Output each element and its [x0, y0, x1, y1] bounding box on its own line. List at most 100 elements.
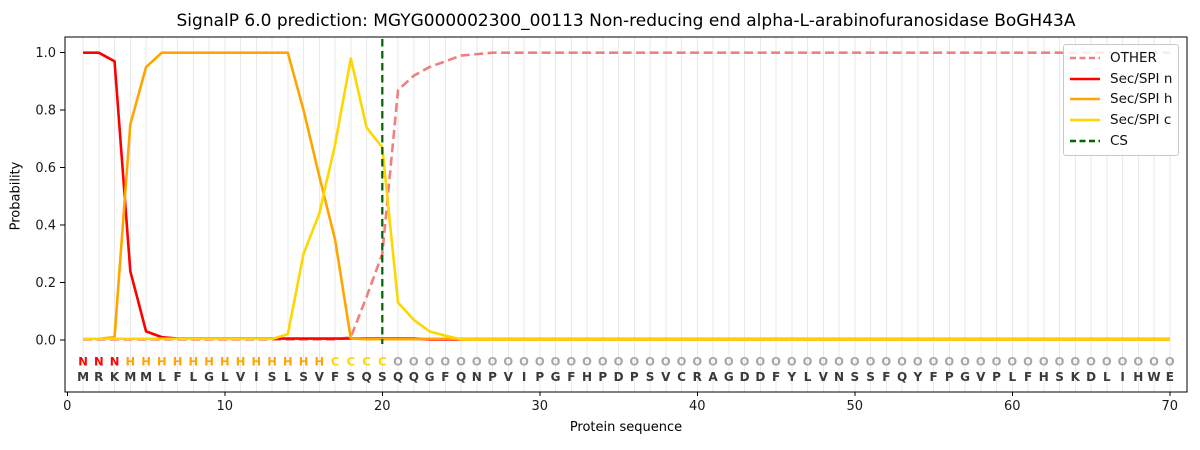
series-line-sec-spi-h [83, 51, 1170, 341]
sequence-letter: V [504, 370, 514, 384]
y-tick-label: 0.8 [35, 104, 56, 119]
region-label: C [362, 355, 370, 369]
y-tick-label: 0.4 [35, 219, 56, 234]
sequence-letter: R [693, 370, 702, 384]
sequence-letter: V [315, 370, 325, 384]
sequence-letter: Y [912, 370, 922, 384]
sequence-letter: Q [361, 370, 371, 384]
x-tick-label: 70 [1162, 399, 1179, 414]
region-label: O [409, 355, 419, 369]
region-label: O [1149, 355, 1159, 369]
x-axis-ticks: 0 10 20 30 40 50 60 70 [63, 392, 1178, 414]
region-label: O [803, 355, 813, 369]
sequence-letter: I [522, 370, 526, 384]
sequence-letter: P [630, 370, 639, 384]
sequence-letter: S [1055, 370, 1064, 384]
sequence-letter: V [236, 370, 246, 384]
sequence-letter: G [724, 370, 734, 384]
region-label: O [614, 355, 624, 369]
legend-item-cs: CS [1069, 130, 1178, 151]
region-label: O [787, 355, 797, 369]
sequence-letter: F [173, 370, 181, 384]
legend-line-sample [1070, 77, 1100, 81]
sequence-letter: F [331, 370, 339, 384]
sequence-letter: S [850, 370, 859, 384]
sequence-letter: Q [393, 370, 403, 384]
sequence-letter: L [158, 370, 166, 384]
region-label: O [692, 355, 702, 369]
legend-line-sample [1070, 139, 1100, 142]
sequence-letter: P [992, 370, 1001, 384]
gridlines [82, 37, 1171, 392]
sequence-letter: H [582, 370, 592, 384]
sequence-letter: F [882, 370, 890, 384]
region-label: O [929, 355, 939, 369]
sequence-letter: G [551, 370, 561, 384]
sequence-letter: G [204, 370, 214, 384]
region-label: O [724, 355, 734, 369]
sequence-letter: F [441, 370, 449, 384]
region-label: O [1007, 355, 1017, 369]
sequence-letter: D [755, 370, 765, 384]
sequence-letter: Q [409, 370, 419, 384]
region-label: O [551, 355, 561, 369]
region-label: O [976, 355, 986, 369]
region-label: H [125, 355, 135, 369]
sequence-letter: P [945, 370, 954, 384]
region-label: O [1039, 355, 1049, 369]
region-label: O [897, 355, 907, 369]
sequence-letter: K [110, 370, 120, 384]
region-label: C [347, 355, 355, 369]
sequence-letter: V [819, 370, 829, 384]
sequence-letter: D [614, 370, 624, 384]
sequence-letter: F [1024, 370, 1032, 384]
region-label: O [661, 355, 671, 369]
sequence-letter: S [866, 370, 875, 384]
region-label: O [566, 355, 576, 369]
sequence-letter: F [929, 370, 937, 384]
region-label: H [173, 355, 183, 369]
sequence-letter: S [646, 370, 655, 384]
sequence-letter: V [661, 370, 671, 384]
x-tick-label: 40 [689, 399, 706, 414]
region-label: O [393, 355, 403, 369]
sequence-letter: F [567, 370, 575, 384]
sequence-letter: W [1147, 370, 1160, 384]
region-label: O [960, 355, 970, 369]
region-label: O [1070, 355, 1080, 369]
region-label: O [425, 355, 435, 369]
sequence-letter: D [740, 370, 750, 384]
region-label: O [1118, 355, 1128, 369]
legend-label: Sec/SPI n [1110, 70, 1173, 87]
region-label: O [519, 355, 529, 369]
sequence-letter: I [254, 370, 258, 384]
sequence-letter: V [976, 370, 986, 384]
region-label: O [488, 355, 498, 369]
region-label: H [283, 355, 293, 369]
sequence-letter: M [77, 370, 89, 384]
region-label: O [645, 355, 655, 369]
region-label: H [236, 355, 246, 369]
sequence-letter: L [804, 370, 812, 384]
region-label: O [1133, 355, 1143, 369]
sequence-letter: A [708, 370, 718, 384]
region-label: O [834, 355, 844, 369]
legend-item-sec-spi-h: Sec/SPI h [1069, 89, 1178, 110]
sequence-letter: R [94, 370, 103, 384]
series-line-other [83, 51, 1170, 341]
sequence-letter: P [535, 370, 544, 384]
sequence-letter: E [1166, 370, 1174, 384]
region-label: O [535, 355, 545, 369]
x-axis-label: Protein sequence [569, 420, 683, 435]
y-axis-ticks: 0.0 0.2 0.4 0.6 0.8 1.0 [35, 46, 65, 349]
region-label: O [992, 355, 1002, 369]
sequence-letter: G [425, 370, 435, 384]
region-label: H [141, 355, 151, 369]
sequence-letter: S [268, 370, 277, 384]
region-label: O [740, 355, 750, 369]
sequence-letter: H [1039, 370, 1049, 384]
region-label: O [818, 355, 828, 369]
sequence-letter: L [189, 370, 197, 384]
